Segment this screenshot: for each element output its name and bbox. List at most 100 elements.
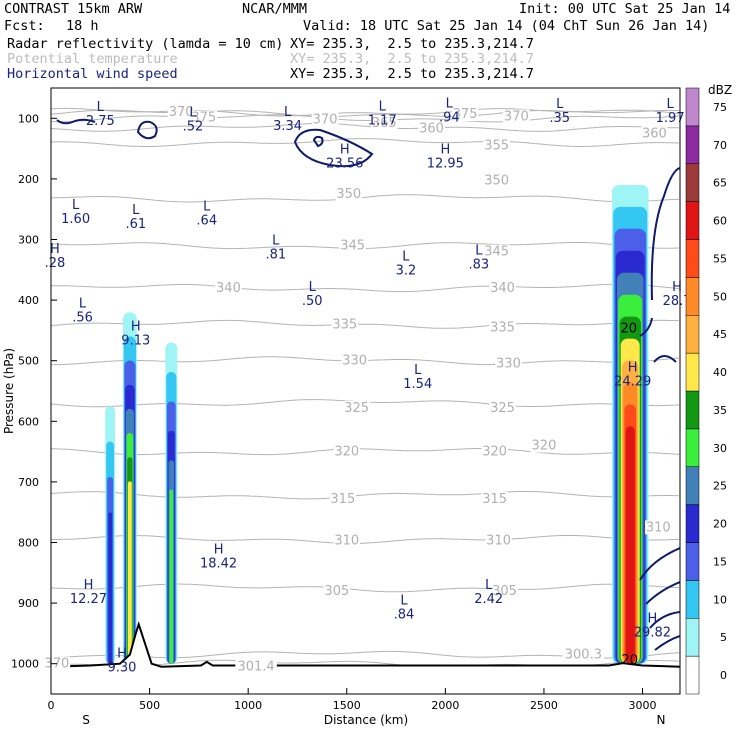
colorbar-swatch-40 <box>685 352 700 392</box>
org-label: NCAR/MMM <box>242 1 308 17</box>
theta-label-bg-33 <box>451 107 479 122</box>
theta-label-6: 310 <box>334 534 359 549</box>
theta-label-26: 355 <box>484 139 509 154</box>
wind-extremum-value-13: .81 <box>265 247 286 262</box>
colorbar-swatch-25 <box>685 466 700 505</box>
wind-extremum-H-marker-22: H <box>628 361 638 376</box>
theta-label-2: 301.4 <box>237 660 274 675</box>
wind-contour-3 <box>293 128 374 168</box>
theta-isentrope-335 <box>51 319 680 329</box>
wind-extremum-value-3: 3.34 <box>273 119 302 134</box>
theta-label-21: 340 <box>490 281 515 296</box>
x-tick-label-500: 500 <box>139 699 160 712</box>
theta-label-bg-19 <box>489 320 516 335</box>
y-axis-label: Pressure (hPa) <box>2 348 16 434</box>
wind-extremum-H-marker-28: H <box>117 647 127 662</box>
colorbar-label-15: 15 <box>713 555 727 568</box>
wind-extremum-L-marker-10: L <box>72 198 80 213</box>
wind-contour-5 <box>650 167 680 301</box>
theta-label-bg-20 <box>215 280 242 295</box>
y-tick-label-200: 200 <box>18 173 39 186</box>
wind-contour-8 <box>639 547 680 581</box>
colorbar-label-60: 60 <box>713 215 727 228</box>
theta-label-20: 340 <box>216 281 241 296</box>
wind-extremum-value-24: 12.27 <box>70 592 107 607</box>
axes: 100 200 300 400 500 600 700 800 900 1000 0 500 1000 1… <box>11 112 657 712</box>
theta-label-22: 345 <box>340 239 365 254</box>
wind-contour-1 <box>56 118 96 125</box>
wind-extremum-value-27: 29.82 <box>634 625 671 640</box>
wind-extremum-L-marker-2: L <box>189 105 197 120</box>
wind-extremum-value-20: 9.13 <box>121 333 150 348</box>
theta-label-bg-8 <box>645 520 672 535</box>
x-tick-label-0: 0 <box>48 699 55 712</box>
colorbar-label-40: 40 <box>713 366 727 379</box>
x-tick-label-3000: 3000 <box>629 699 657 712</box>
wind-extremum-value-17: .50 <box>302 294 323 309</box>
reflectivity-cell-3-level-30 <box>169 489 174 664</box>
theta-label-16: 330 <box>342 354 367 369</box>
theta-label-bg-12 <box>481 444 508 459</box>
theta-label-bg-18 <box>331 317 359 332</box>
wind-extremum-H-marker-9: H <box>440 142 450 157</box>
x-tick-label-2500: 2500 <box>530 699 558 712</box>
theta-label-5: 305 <box>492 584 517 599</box>
wind-extremum-L-marker-1: L <box>97 100 105 115</box>
theta-label-bg-5 <box>491 583 518 598</box>
wind-extremum-value-15: 3.2 <box>396 264 417 279</box>
y-tick-label-700: 700 <box>18 476 39 489</box>
colorbar-swatch-35 <box>685 390 700 430</box>
theta-label-25: 350 <box>484 174 509 189</box>
reflectivity-contour-label-1: 20 <box>620 322 637 337</box>
reflectivity-cell-1-level-20 <box>108 512 113 664</box>
y-tick-label-900: 900 <box>18 597 39 610</box>
theta-label-bg-9 <box>329 491 357 506</box>
theta-label-bg-11 <box>333 444 361 459</box>
theta-isentrope-320 <box>51 447 680 456</box>
valid-time: Valid: 18 UTC Sat 25 Jan 14 (04 ChT Sun … <box>303 18 710 34</box>
y-tick-label-300: 300 <box>18 234 39 247</box>
theta-label-31: 370 <box>504 109 529 124</box>
fcst-label: Fcst: <box>4 18 45 34</box>
field-theta-name: Potential temperature <box>7 51 178 67</box>
wind-extremum-L-marker-21: L <box>414 363 422 378</box>
theta-label-33: 375 <box>453 107 478 122</box>
plot-frame <box>50 87 681 695</box>
field-wind-name: Horizontal wind speed <box>7 66 178 82</box>
theta-label-19: 335 <box>490 320 515 335</box>
wind-extremum-H-marker-18: H <box>672 280 682 295</box>
wind-extremum-L-marker-19: L <box>79 296 87 311</box>
theta-label-12: 320 <box>482 445 507 460</box>
theta-label-bg-31 <box>503 109 530 124</box>
x-axis-label: Distance (km) <box>324 713 408 727</box>
theta-isentrope-375 <box>51 107 680 117</box>
wind-extremum-L-marker-26: L <box>485 578 493 593</box>
wind-extremum-value-6: .35 <box>549 111 570 126</box>
colorbar-label-35: 35 <box>713 404 727 417</box>
wind-extremum-value-4: 1.17 <box>368 113 397 128</box>
terrain-line <box>51 621 680 668</box>
colorbar-swatch-75 <box>685 87 700 127</box>
wind-contour-10 <box>649 611 680 629</box>
theta-isentrope-365 <box>51 114 680 123</box>
field-wind-xy: XY= 235.3, 2.5 to 235.3,214.7 <box>290 66 534 82</box>
theta-isentrope-305 <box>51 583 680 593</box>
theta-label-8: 310 <box>646 520 671 535</box>
theta-label-bg-13 <box>530 438 558 453</box>
colorbar-swatch-45 <box>685 315 700 354</box>
theta-label-bg-21 <box>489 280 516 295</box>
wind-extremum-value-7: 1.97 <box>656 111 685 126</box>
colorbar-swatch-30 <box>685 428 700 468</box>
colorbar: 0 5 10 15 20 25 30 35 40 45 50 55 60 65 70 75 <box>685 87 727 695</box>
colorbar-label-20: 20 <box>713 518 727 531</box>
colorbar-swatch-50 <box>685 277 700 316</box>
theta-isentrope-355 <box>51 138 680 147</box>
field-reflectivity-xy: XY= 235.3, 2.5 to 235.3,214.7 <box>290 36 534 52</box>
theta-label-bg-17 <box>495 356 522 371</box>
theta-label-bg-27 <box>418 121 445 136</box>
reflectivity-cell-2-level-40 <box>127 481 132 664</box>
wind-extremum-H-marker-27: H <box>648 611 658 626</box>
wind-extremum-L-marker-12: L <box>203 199 211 214</box>
theta-label-3: 300.3 <box>565 648 602 663</box>
wind-extremum-L-marker-7: L <box>667 97 675 112</box>
